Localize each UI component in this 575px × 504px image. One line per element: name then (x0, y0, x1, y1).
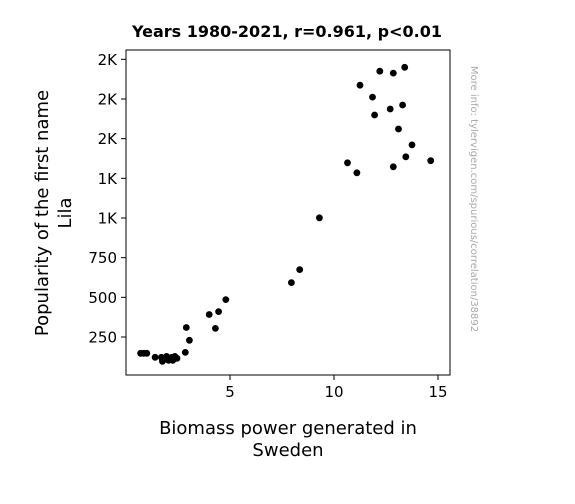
y-axis-label-line-1: Popularity of the first name (32, 90, 53, 336)
data-point-15 (182, 324, 190, 331)
y-tick-label-5: 2K (98, 130, 119, 148)
chart-title: Years 1980-2021, r=0.961, p<0.01 (131, 22, 442, 41)
watermark-text: More info: tylervigen.com/spurious/corre… (468, 66, 479, 332)
x-tick-label-2: 15 (428, 383, 447, 401)
y-tick-label-2: 750 (88, 249, 117, 267)
x-tick-label-0: 5 (225, 383, 235, 401)
x-axis-label-line-1: Biomass power generated in (159, 418, 417, 439)
y-tick-label-0: 250 (88, 329, 117, 347)
y-axis-label-2: Lila (55, 197, 76, 228)
y-tick-label-4: 1K (98, 170, 119, 188)
data-point-36 (402, 153, 410, 161)
data-point-23 (316, 214, 323, 222)
data-point-35 (401, 63, 409, 71)
data-point-27 (369, 93, 376, 101)
data-point-24 (344, 159, 351, 167)
y-axis-label: Popularity of the first name (32, 90, 53, 336)
data-point-19 (215, 308, 223, 315)
y-tick-label-7: 2K (98, 51, 119, 69)
plot-area (125, 49, 451, 376)
y-axis-label-line-2: Lila (55, 197, 76, 228)
data-point-29 (376, 67, 384, 75)
data-point-13 (173, 354, 181, 362)
data-point-38 (427, 157, 435, 165)
data-point-14 (181, 349, 189, 356)
data-point-32 (389, 163, 397, 171)
data-point-21 (288, 279, 295, 286)
data-point-26 (356, 81, 364, 89)
data-point-17 (205, 311, 213, 318)
data-point-16 (186, 336, 193, 344)
data-point-3 (151, 353, 159, 361)
data-point-20 (222, 296, 230, 303)
x-tick-label-1: 10 (324, 383, 343, 401)
y-tick-label-6: 2K (98, 91, 119, 109)
data-point-22 (296, 266, 304, 273)
data-point-25 (353, 169, 361, 177)
data-point-33 (395, 125, 402, 133)
y-axis-ticks: 250 500 750 1K 1K 2K 2K 2K (88, 51, 126, 347)
data-point-37 (408, 141, 416, 149)
x-axis-ticks: 5 10 15 (225, 375, 448, 401)
data-point-34 (399, 101, 406, 109)
data-point-18 (212, 325, 219, 332)
y-tick-label-3: 1K (98, 210, 119, 228)
x-axis-label-line-2: Sweden (252, 440, 323, 461)
y-tick-label-1: 500 (88, 289, 117, 307)
data-point-28 (371, 111, 378, 119)
data-point-31 (389, 69, 397, 77)
data-points (137, 63, 435, 365)
data-point-2 (143, 349, 151, 357)
data-point-30 (386, 105, 394, 113)
watermark-group: More info: tylervigen.com/spurious/corre… (468, 66, 479, 332)
